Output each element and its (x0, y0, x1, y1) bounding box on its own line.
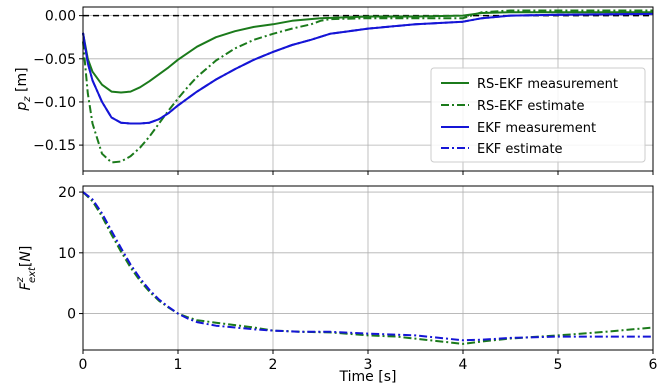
series-line-rs-ekf-estimate (82, 191, 654, 345)
x-tick-label: 0 (79, 357, 88, 373)
legend-box (430, 67, 646, 163)
x-tick-label: 1 (174, 357, 183, 373)
legend-entry-rs-ekf-estimate: RS-EKF estimate (441, 99, 585, 114)
legend-label-rs-ekf-measurement: RS-EKF measurement (477, 77, 618, 92)
y-tick-label: 0.00 (45, 9, 76, 25)
top-y-axis-label: pz [m] (14, 67, 33, 111)
legend-label-ekf-measurement: EKF measurement (477, 121, 596, 136)
y-tick-label: 0 (67, 307, 76, 323)
series-line-ekf-estimate (82, 191, 653, 342)
bottom-grid (82, 186, 654, 350)
legend: RS-EKF measurement RS-EKF estimate EKF m… (430, 67, 646, 163)
x-tick-label: 6 (649, 357, 658, 373)
top-series-group (82, 9, 654, 164)
y-tick-label: −0.10 (33, 95, 76, 111)
legend-label-rs-ekf-estimate: RS-EKF estimate (477, 99, 585, 114)
x-axis-label: Time [s] (339, 369, 397, 385)
x-tick-label: 4 (459, 357, 468, 373)
bottom-y-axis-label: Fzext[N] (15, 246, 38, 291)
y-tick-label: 10 (58, 246, 76, 262)
panel-bottom: 0 1 2 3 4 5 6 20 10 0 Fzext[N] Time [s] (15, 185, 658, 385)
y-tick-label: −0.15 (33, 138, 76, 154)
y-tick-label: 20 (58, 185, 76, 201)
legend-label-ekf-estimate: EKF estimate (477, 142, 563, 157)
x-tick-label: 2 (269, 357, 278, 373)
panel-top: 0.00 −0.05 −0.10 −0.15 pz [m] RS-EKF measur… (14, 6, 654, 175)
legend-entry-ekf-estimate: EKF estimate (441, 142, 563, 157)
legend-entry-rs-ekf-measurement: RS-EKF measurement (441, 77, 618, 92)
series-line-rs-ekf-estimate (82, 9, 653, 164)
y-tick-label: −0.05 (33, 52, 76, 68)
bottom-ticks: 0 1 2 3 4 5 6 20 10 0 (58, 185, 657, 373)
bottom-series-group (82, 191, 654, 345)
top-ticks: 0.00 −0.05 −0.10 −0.15 (33, 9, 654, 175)
x-tick-label: 5 (554, 357, 563, 373)
series-line-ekf-estimate (82, 12, 654, 125)
legend-entry-ekf-measurement: EKF measurement (441, 121, 596, 136)
x-tick-label: 3 (364, 357, 373, 373)
